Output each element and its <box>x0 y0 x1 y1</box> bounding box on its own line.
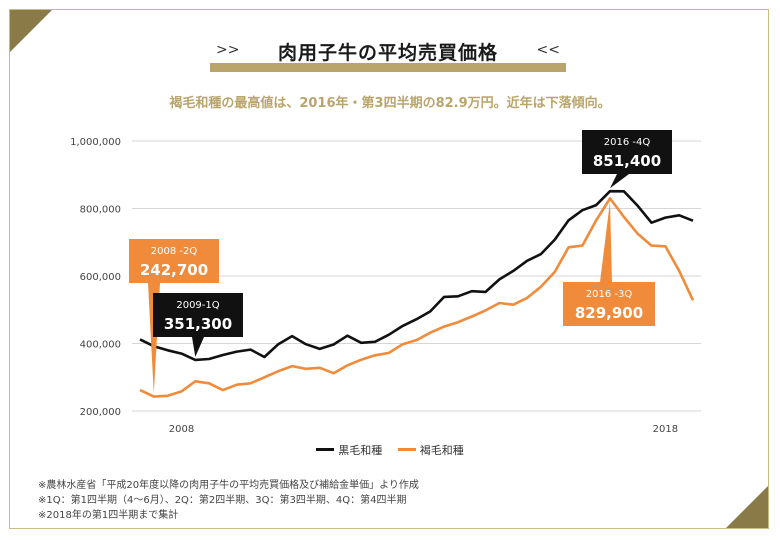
corner-decoration-bottom-right <box>726 486 768 528</box>
y-tick-label: 200,000 <box>80 407 121 418</box>
x-tick-label: 2008 <box>169 424 194 435</box>
chart-title: 肉用子牛の平均売買価格 <box>277 42 498 64</box>
chart-subtitle: 褐毛和種の最高値は、2016年・第3四半期の82.9万円。近年は下落傾向。 <box>169 96 611 111</box>
annotation-callout: 2016 -4Q 851,400 <box>582 130 672 189</box>
annotation-period-label: 2009-1Q <box>176 300 219 311</box>
title-underline-bar <box>210 63 566 72</box>
title-arrow-right: << <box>536 42 560 58</box>
legend: 黒毛和種 褐毛和種 <box>0 441 780 458</box>
series-line-black <box>139 189 694 362</box>
annotation-pointer <box>192 337 204 357</box>
annotation-value-label: 851,400 <box>593 152 661 170</box>
annotation-box <box>129 239 219 283</box>
annotation-period-label: 2016 -3Q <box>586 289 633 300</box>
annotation-period-label: 2016 -4Q <box>604 137 651 148</box>
legend-swatch-brown <box>397 448 416 451</box>
y-tick-label: 400,000 <box>80 340 121 351</box>
legend-label-black: 黒毛和種 <box>338 443 383 457</box>
legend-label-brown: 褐毛和種 <box>419 443 464 457</box>
title-arrow-left: >> <box>216 42 240 58</box>
annotation-value-label: 242,700 <box>140 261 208 279</box>
y-tick-label: 1,000,000 <box>70 137 121 148</box>
annotation-pointer <box>610 174 629 189</box>
annotation-callout: 2008 -2Q 242,700 <box>129 239 219 394</box>
annotation-period-label: 2008 -2Q <box>151 246 198 257</box>
annotation-callout: 2016 -3Q 829,900 <box>563 201 655 326</box>
footnote-source: ※農林水産省「平成20年度以降の肉用子牛の平均売買価格及び補給金単価」より作成 <box>38 480 419 491</box>
series-line-brown <box>139 197 695 398</box>
legend-swatch-black <box>316 448 335 451</box>
footnotes: ※農林水産省「平成20年度以降の肉用子牛の平均売買価格及び補給金単価」より作成 … <box>38 478 419 523</box>
annotation-pointer <box>600 201 612 282</box>
annotation-box <box>563 282 655 326</box>
annotation-box <box>153 293 243 337</box>
corner-decoration-top-left <box>10 10 52 52</box>
annotation-value-label: 829,900 <box>575 304 643 322</box>
title-block: >> 肉用子牛の平均売買価格 << <box>210 36 566 72</box>
x-tick-label: 2018 <box>653 424 678 435</box>
annotation-box <box>582 130 672 174</box>
footnote-period: ※2018年の第1四半期まで集計 <box>38 510 179 521</box>
legend-item-brown: 褐毛和種 <box>397 442 464 458</box>
y-tick-label: 800,000 <box>80 205 121 216</box>
footnote-quarters: ※1Q：第1四半期（4〜6月）、2Q：第2四半期、3Q：第3四半期、4Q：第4四… <box>38 495 407 506</box>
y-tick-label: 600,000 <box>80 272 121 283</box>
annotation-callout: 2009-1Q 351,300 <box>153 293 243 357</box>
legend-item-black: 黒毛和種 <box>316 442 382 458</box>
annotation-value-label: 351,300 <box>164 315 232 333</box>
